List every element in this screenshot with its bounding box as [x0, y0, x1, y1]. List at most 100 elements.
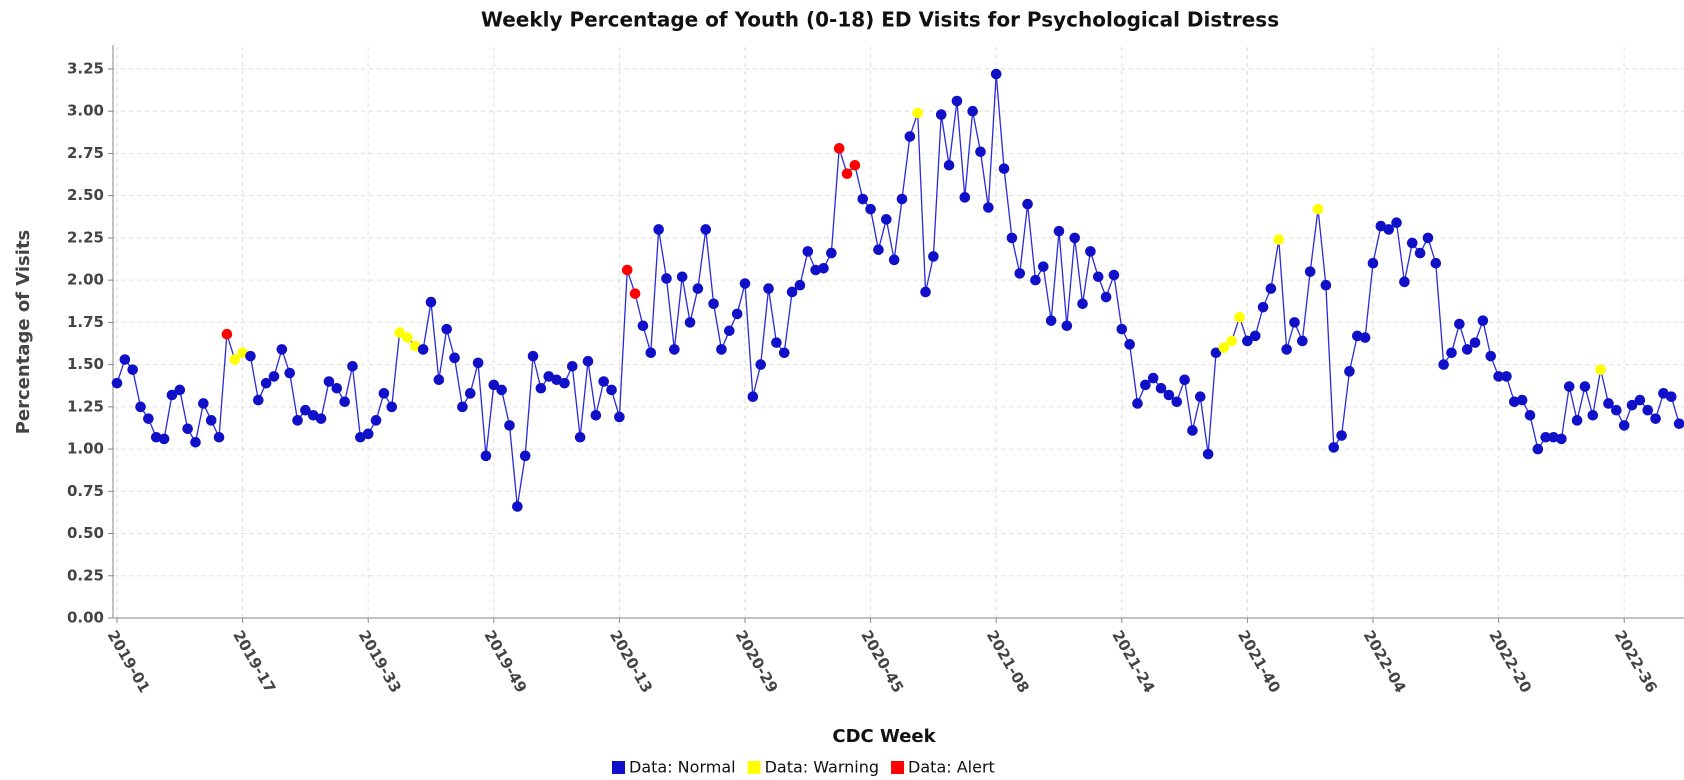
data-point: [402, 332, 413, 343]
data-point: [433, 374, 445, 386]
connector: [485, 384, 495, 456]
connector: [924, 256, 935, 293]
connector: [1340, 371, 1351, 436]
data-point: [1532, 443, 1544, 455]
data-point: [1320, 279, 1332, 291]
data-point: [394, 327, 405, 338]
connector: [595, 381, 605, 416]
data-point: [1265, 283, 1277, 294]
x-axis-label: CDC Week: [832, 726, 936, 747]
data-point: [213, 431, 225, 443]
connector: [1058, 231, 1068, 326]
data-point: [629, 288, 641, 299]
connector: [453, 357, 464, 407]
data-point: [1336, 430, 1347, 441]
data-point: [488, 379, 500, 391]
connector: [1325, 285, 1335, 448]
data-point: [166, 389, 178, 401]
data-point: [1022, 198, 1033, 210]
connector: [1066, 237, 1076, 326]
data-point: [1273, 234, 1285, 245]
data-point: [802, 246, 814, 257]
data-point: [912, 107, 923, 119]
connector: [218, 334, 228, 438]
legend-swatch: [612, 761, 625, 774]
data-point: [1100, 291, 1112, 303]
data-point: [1249, 330, 1261, 342]
y-tick-label: 2.75: [67, 144, 104, 162]
data-point: [739, 278, 751, 289]
data-point: [771, 337, 782, 348]
data-point: [943, 159, 955, 171]
connector: [783, 291, 793, 353]
data-point: [1446, 347, 1457, 359]
connector: [658, 229, 668, 279]
data-point: [449, 352, 460, 364]
data-point: [1289, 317, 1300, 328]
connector: [351, 366, 361, 438]
connector: [744, 283, 754, 397]
data-point: [1477, 315, 1489, 326]
data-point: [857, 193, 869, 205]
data-point: [1414, 247, 1426, 259]
connector: [163, 394, 173, 440]
connector: [1050, 231, 1060, 321]
connector: [799, 251, 809, 286]
data-point: [496, 384, 507, 396]
connector: [987, 73, 997, 208]
data-point: [567, 360, 578, 372]
data-point: [700, 224, 712, 235]
data-point: [841, 168, 853, 180]
connector: [532, 355, 542, 389]
data-point: [512, 501, 523, 512]
data-point: [1147, 372, 1159, 384]
data-point: [935, 109, 947, 120]
connector: [1026, 204, 1037, 281]
data-point: [1053, 225, 1065, 237]
data-point: [1328, 442, 1340, 453]
chart-title: Weekly Percentage of Youth (0-18) ED Vis…: [481, 8, 1279, 32]
data-point: [747, 391, 759, 402]
data-point: [1006, 232, 1018, 244]
connector: [1113, 274, 1123, 330]
data-point: [480, 450, 492, 462]
data-point: [386, 401, 398, 413]
connector: [705, 229, 715, 304]
data-point: [1485, 350, 1497, 362]
data-point: [1587, 409, 1599, 421]
connector: [681, 276, 691, 323]
connector: [1576, 386, 1586, 421]
connector: [1568, 386, 1578, 421]
connector: [524, 356, 534, 456]
data-point: [1642, 404, 1654, 416]
data-point: [158, 433, 170, 445]
data-point: [370, 415, 382, 426]
data-point: [1085, 246, 1096, 257]
data-point: [268, 371, 280, 382]
data-point: [143, 413, 154, 424]
data-point: [135, 401, 146, 413]
data-point: [998, 163, 1010, 174]
connector: [964, 111, 974, 198]
y-tick-label: 0.00: [67, 609, 104, 627]
data-point: [559, 377, 570, 389]
connector: [972, 111, 982, 152]
legend-label: Data: Normal: [629, 758, 736, 777]
connector: [1129, 344, 1139, 404]
data-point: [284, 367, 296, 379]
data-point: [1092, 271, 1104, 283]
connector: [1435, 263, 1445, 365]
data-point: [1673, 418, 1684, 430]
data-point: [833, 143, 845, 154]
legend-swatch: [891, 761, 905, 774]
y-tick-label: 2.00: [67, 271, 104, 289]
data-point: [245, 350, 256, 362]
data-point: [1666, 391, 1677, 402]
data-point: [292, 415, 303, 426]
connector: [940, 114, 950, 166]
connector: [1529, 415, 1539, 450]
data-point: [865, 203, 876, 215]
connector: [767, 288, 778, 343]
data-point: [1611, 404, 1622, 416]
data-point: [1014, 268, 1026, 279]
